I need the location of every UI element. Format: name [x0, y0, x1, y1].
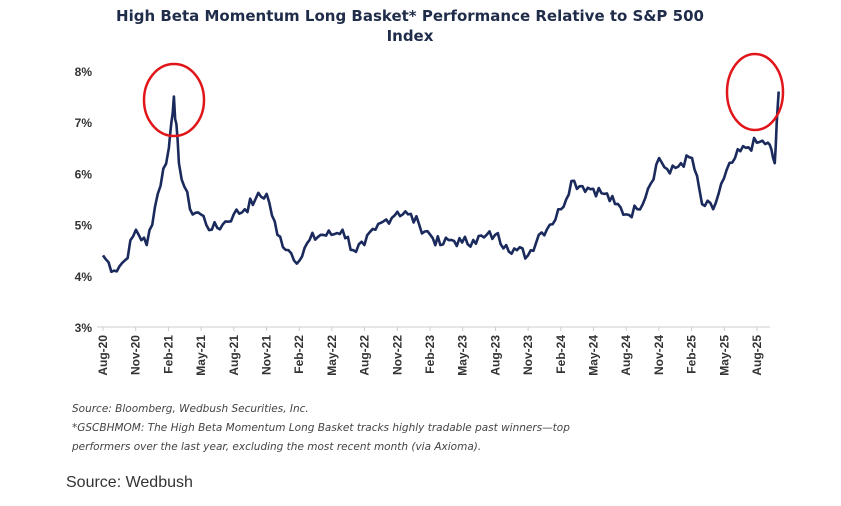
series-line	[101, 91, 780, 274]
x-tick-label: May-22	[325, 335, 339, 376]
x-tick-label: Nov-24	[652, 335, 666, 375]
y-tick-label: 8%	[75, 65, 93, 79]
x-tick-label: May-21	[194, 335, 208, 376]
x-tick-label: Aug-22	[358, 335, 372, 376]
x-tick-label: Feb-22	[292, 335, 306, 374]
x-tick-label: Aug-25	[750, 335, 764, 376]
x-tick-label: Feb-25	[685, 335, 699, 374]
x-tick-label: Aug-20	[96, 335, 110, 376]
x-tick-label: Nov-22	[390, 335, 404, 375]
x-tick-label: Aug-23	[488, 335, 502, 376]
annotation-circle-latest	[725, 52, 785, 132]
y-tick-label: 4%	[75, 270, 93, 284]
chart-title: High Beta Momentum Long Basket* Performa…	[116, 7, 704, 45]
x-tick-label: May-25	[717, 335, 731, 376]
annotation-circle-feb21	[142, 62, 206, 138]
x-tick-label: Feb-24	[554, 335, 568, 374]
footnote-line-2: performers over the last year, excluding…	[72, 441, 482, 453]
y-tick-label: 7%	[75, 116, 93, 130]
x-tick-label: Nov-21	[260, 335, 274, 375]
y-tick-label: 6%	[75, 167, 93, 181]
y-tick-label: 3%	[75, 321, 93, 335]
x-tick-label: Aug-21	[227, 335, 241, 376]
x-tick-label: Nov-20	[129, 335, 143, 375]
line-chart: 3% 4% 5% 6% 7% 8% Aug-20 Nov-20 Feb-21 May-21 Aug-…	[75, 52, 785, 376]
x-tick-label: Feb-23	[423, 335, 437, 374]
source-note: Source: Bloomberg, Wedbush Securities, I…	[72, 403, 309, 415]
caption-source: Source: Wedbush	[66, 474, 193, 491]
x-tick-label: Aug-24	[619, 335, 633, 376]
x-tick-label: Nov-23	[521, 335, 535, 375]
x-tick-label: May-23	[456, 335, 470, 376]
y-tick-label: 5%	[75, 219, 93, 233]
footnote-line-1: *GSCBHMOM: The High Beta Momentum Long B…	[72, 422, 570, 434]
x-tick-label: May-24	[587, 335, 601, 376]
x-tick-label: Feb-21	[161, 335, 175, 374]
